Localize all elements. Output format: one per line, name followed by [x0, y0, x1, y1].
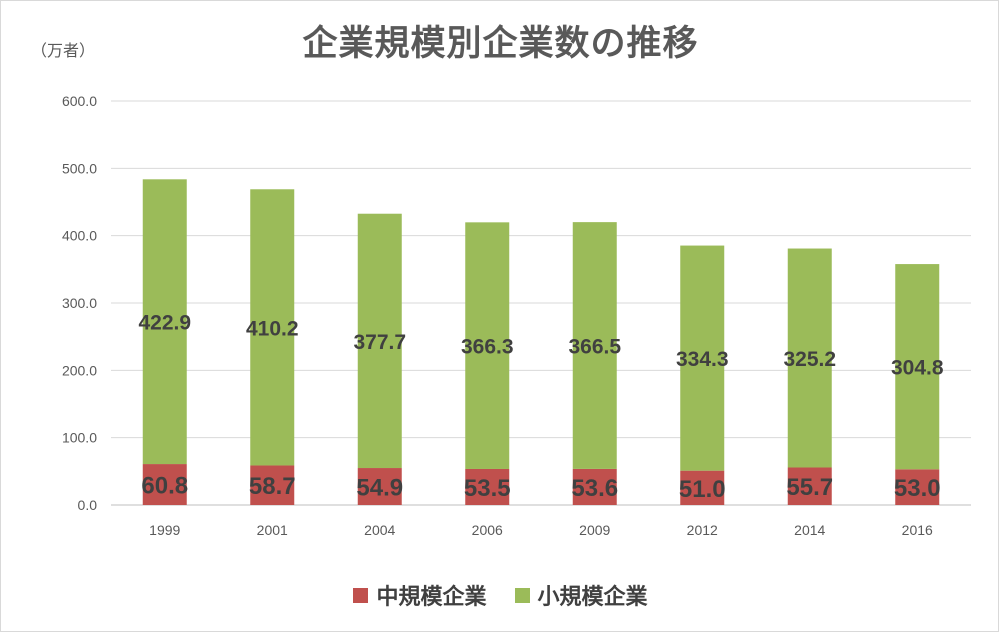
x-tick-label: 1999 — [149, 522, 180, 538]
x-tick-label: 2014 — [794, 522, 825, 538]
y-tick-label: 600.0 — [62, 93, 97, 109]
legend-item-small: 小規模企業 — [514, 579, 648, 611]
bar-segment-small — [250, 189, 295, 466]
data-label-medium: 60.8 — [141, 473, 188, 500]
legend-label-medium: 中規模企業 — [376, 585, 487, 610]
bar-segment-medium — [680, 470, 725, 505]
data-label-small: 422.9 — [138, 312, 191, 335]
data-label-small: 366.5 — [568, 336, 621, 359]
legend-swatch-medium — [353, 587, 369, 603]
y-axis-unit-label: （万者） — [31, 41, 96, 60]
y-tick-label: 200.0 — [62, 362, 97, 378]
data-label-small: 334.3 — [676, 348, 729, 371]
bar-segment-medium — [895, 469, 940, 505]
bar-segment-small — [357, 213, 402, 469]
data-label-medium: 53.5 — [464, 475, 511, 502]
data-label-small: 325.2 — [783, 348, 836, 371]
bar-segment-small — [680, 245, 725, 471]
x-tick-label: 2009 — [579, 522, 610, 538]
y-tick-label: 300.0 — [62, 295, 97, 311]
x-tick-label: 2004 — [364, 522, 395, 538]
chart-title: 企業規模別企業数の推移 — [302, 24, 699, 64]
data-label-medium: 55.7 — [786, 474, 833, 501]
x-tick-label: 2016 — [902, 522, 933, 538]
bar-segment-medium — [572, 468, 617, 505]
x-tick-label: 2006 — [472, 522, 503, 538]
y-tick-label: 0.0 — [78, 497, 98, 513]
data-label-medium: 51.0 — [679, 476, 726, 503]
data-label-medium: 53.6 — [571, 475, 618, 502]
legend-item-medium: 中規模企業 — [353, 579, 487, 611]
legend: 中規模企業 小規模企業 — [1, 579, 999, 611]
bar-segment-small — [895, 264, 940, 470]
y-tick-label: 500.0 — [62, 160, 97, 176]
bar-segment-small — [787, 248, 832, 468]
bar-segment-small — [465, 222, 510, 469]
x-tick-label: 2012 — [687, 522, 718, 538]
y-tick-label: 400.0 — [62, 228, 97, 244]
bar-segment-medium — [142, 464, 187, 505]
bar-segment-small — [572, 222, 617, 469]
bar-segment-small — [142, 179, 187, 465]
data-label-small: 304.8 — [891, 357, 944, 380]
data-label-small: 410.2 — [246, 317, 299, 340]
data-label-medium: 54.9 — [356, 475, 403, 502]
bar-segment-medium — [465, 468, 510, 505]
bar-segment-medium — [250, 465, 295, 505]
data-label-small: 366.3 — [461, 336, 514, 359]
y-tick-label: 100.0 — [62, 430, 97, 446]
data-label-medium: 53.0 — [894, 475, 941, 502]
x-tick-label: 2001 — [257, 522, 288, 538]
data-label-medium: 58.7 — [249, 473, 296, 500]
bar-segment-medium — [787, 467, 832, 505]
legend-swatch-small — [514, 587, 530, 603]
legend-label-small: 小規模企業 — [537, 585, 648, 610]
data-label-small: 377.7 — [353, 331, 406, 354]
bar-segment-medium — [357, 468, 402, 505]
